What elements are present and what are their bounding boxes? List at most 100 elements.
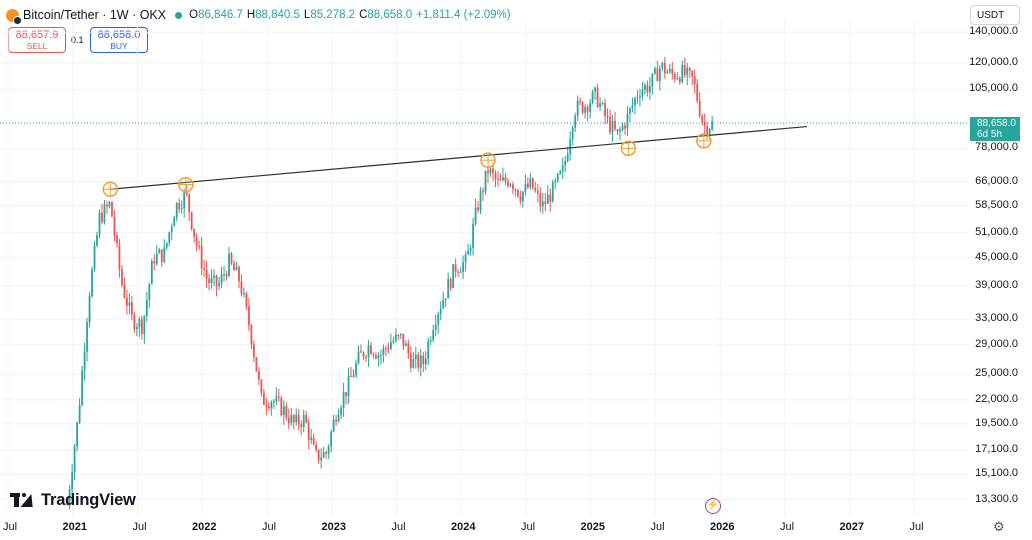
candle-body [116, 235, 118, 244]
candle-body [668, 68, 671, 72]
candle-body [205, 269, 208, 279]
candle-body [111, 202, 113, 217]
candle-body [253, 344, 255, 358]
candle-body [489, 168, 492, 174]
candle-body [678, 78, 681, 83]
y-tick-label: 78,000.0 [975, 141, 1018, 154]
candle-body [666, 71, 669, 74]
candle-body [564, 161, 567, 166]
candle-body [158, 249, 161, 254]
gear-icon[interactable]: ⚙ [993, 519, 1005, 534]
candle-body [78, 404, 81, 423]
candle-body [337, 414, 340, 422]
candle-body [636, 97, 639, 99]
candle-body [128, 302, 131, 306]
x-tick-label: 2024 [451, 521, 476, 533]
candle-body [589, 103, 592, 112]
candle-body [536, 190, 539, 194]
last-price-tag: 88,658.0 6d 5h [970, 117, 1020, 141]
x-tick-label: Jul [261, 521, 277, 533]
candle-body [270, 402, 273, 409]
candle-body [658, 68, 661, 82]
candle-body [566, 153, 569, 162]
candle-body [265, 404, 268, 407]
candle-body [594, 87, 596, 92]
candle-body [546, 194, 549, 205]
candle-body [389, 342, 392, 350]
low-value: 85,278.2 [310, 9, 356, 21]
candle-body [307, 422, 310, 440]
high-label: H [246, 9, 256, 21]
candle-body [644, 85, 646, 90]
symbol-title[interactable]: Bitcoin/Tether · 1W · OKX [23, 8, 167, 22]
lightning-event-icon[interactable]: ⚡ [705, 498, 721, 514]
candle-body [487, 170, 489, 174]
sell-label: SELL [26, 41, 48, 51]
candle-body [619, 129, 621, 132]
candle-body [228, 253, 230, 276]
open-label: O [189, 9, 199, 21]
candle-body [544, 201, 547, 205]
candle-body [554, 180, 557, 183]
candle-body [444, 298, 447, 300]
candle-body [140, 319, 143, 334]
candle-body [696, 84, 699, 101]
high-value: 88,840.5 [255, 9, 300, 21]
candle-body [135, 327, 138, 330]
candle-body [133, 314, 136, 330]
candle-body [295, 414, 298, 423]
candle-body [584, 106, 587, 113]
candle-body [691, 70, 694, 77]
candle-body [175, 202, 178, 218]
candle-body [502, 177, 504, 181]
candle-body [285, 406, 288, 418]
open-value: 86,846.7 [198, 9, 243, 21]
candle-body [641, 89, 644, 97]
x-tick-label: Jul [520, 521, 536, 533]
candle-body [392, 340, 395, 343]
candle-body [153, 261, 156, 264]
currency-selector[interactable]: USDT [970, 5, 1020, 25]
candle-body [327, 446, 330, 454]
candle-body [671, 68, 674, 74]
candle-body [549, 194, 552, 202]
candle-body [514, 189, 517, 191]
candle-body [335, 419, 337, 422]
candle-body [437, 313, 440, 325]
candle-body [292, 415, 295, 423]
candle-body [651, 73, 654, 87]
candle-body [275, 396, 278, 402]
candle-body [213, 275, 215, 278]
candle-body [380, 355, 382, 357]
y-tick-label: 51,000.0 [975, 225, 1018, 238]
candle-body [586, 106, 589, 112]
candle-body [208, 278, 210, 284]
candle-body [123, 284, 126, 298]
candle-body [417, 354, 420, 368]
candle-body [106, 204, 108, 207]
candle-body [526, 183, 529, 188]
candle-body [611, 121, 614, 133]
candle-body [673, 73, 676, 80]
candle-body [223, 274, 225, 276]
candle-body [653, 68, 656, 74]
chart-header: Bitcoin/Tether · 1W · OKX O 86,846.7 H 88,… [6, 6, 515, 25]
candle-body [621, 125, 624, 130]
tradingview-mark-icon [10, 493, 38, 508]
y-tick-label: 140,000.0 [969, 25, 1018, 38]
candle-body [255, 357, 258, 372]
candle-body [96, 235, 98, 246]
candle-body [711, 121, 714, 130]
tradingview-logo[interactable]: TradingView [10, 491, 136, 510]
candle-body [240, 281, 243, 294]
candle-body [347, 375, 350, 397]
candle-body [350, 375, 352, 377]
candle-body [559, 171, 562, 174]
candle-body [83, 351, 86, 371]
candle-body [310, 437, 313, 440]
candle-body [509, 184, 512, 186]
candle-body [238, 267, 240, 282]
candle-body [345, 392, 347, 397]
candle-body [377, 355, 380, 359]
